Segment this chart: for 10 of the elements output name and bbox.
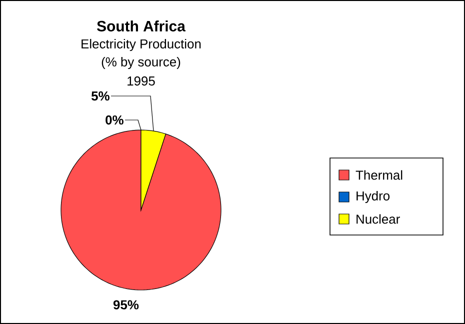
legend-label: Hydro: [356, 190, 390, 204]
chart-subtitle: Electricity Production: [82, 38, 201, 52]
data-label: 5%: [91, 91, 110, 101]
chart-title: South Africa: [97, 20, 186, 32]
legend-label: Thermal: [356, 170, 402, 180]
text: (% by source): [102, 56, 180, 70]
text: 0%: [106, 115, 124, 125]
legend-label: Nuclear: [356, 214, 400, 224]
text: 1995: [128, 76, 155, 86]
data-label: 95%: [113, 300, 139, 310]
